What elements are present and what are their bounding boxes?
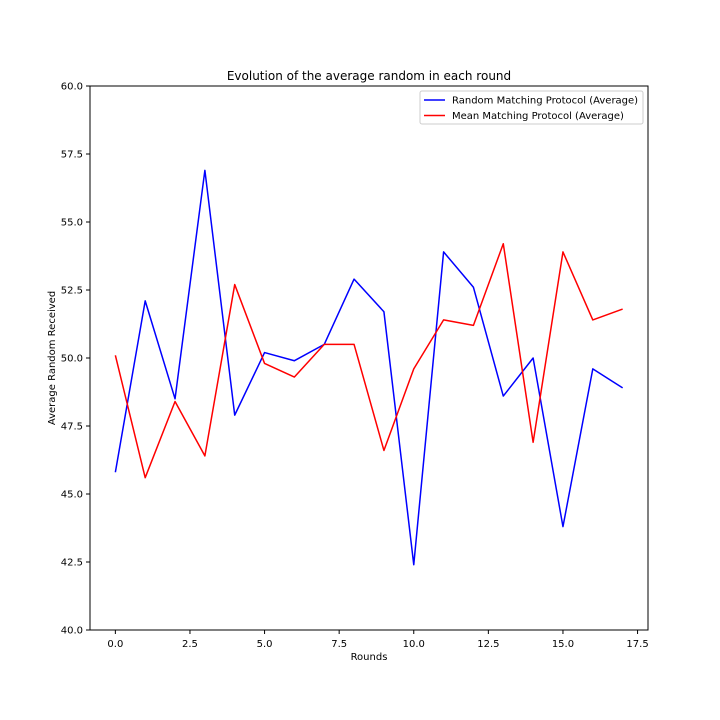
plot-frame [89,85,649,631]
x-tick-label: 12.5 [477,639,499,650]
chart-title: Evolution of the average random in each … [227,69,511,83]
x-tick-label: 0.0 [107,639,123,650]
x-tick-label: 2.5 [182,639,198,650]
x-tick-label: 7.5 [331,639,347,650]
x-tick-label: 5.0 [257,639,273,650]
y-tick-label: 40.0 [61,626,83,637]
legend-label-2: Mean Matching Protocol (Average) [452,111,624,122]
series-line-1 [114,169,624,566]
y-tick-label: 55.0 [61,218,83,229]
x-tick-label: 15.0 [552,639,574,650]
x-tick-label: 10.0 [403,639,425,650]
x-tick-label: 17.5 [626,639,648,650]
series-line-2 [114,243,623,479]
legend: Random Matching Protocol (Average) Mean M… [419,90,644,125]
x-axis-label: Rounds [351,652,388,663]
legend-box [419,90,644,125]
y-tick-label: 52.5 [61,286,83,297]
y-tick-label: 45.0 [61,490,83,501]
y-tick-label: 47.5 [61,422,83,433]
legend-label-1: Random Matching Protocol (Average) [452,96,638,107]
y-tick-label: 57.5 [61,150,83,161]
y-axis: 40.0 42.5 45.0 47.5 50.0 52.5 55.0 57.5 60.0 [61,82,90,637]
y-axis-label: Average Random Received [47,291,58,425]
y-tick-label: 60.0 [61,82,83,93]
plot-area [90,86,648,630]
x-axis: 0.0 2.5 5.0 7.5 10.0 12.5 15.0 17.5 [107,630,649,650]
series-lines [114,169,624,566]
y-tick-label: 50.0 [61,354,83,365]
y-tick-label: 42.5 [61,558,83,569]
